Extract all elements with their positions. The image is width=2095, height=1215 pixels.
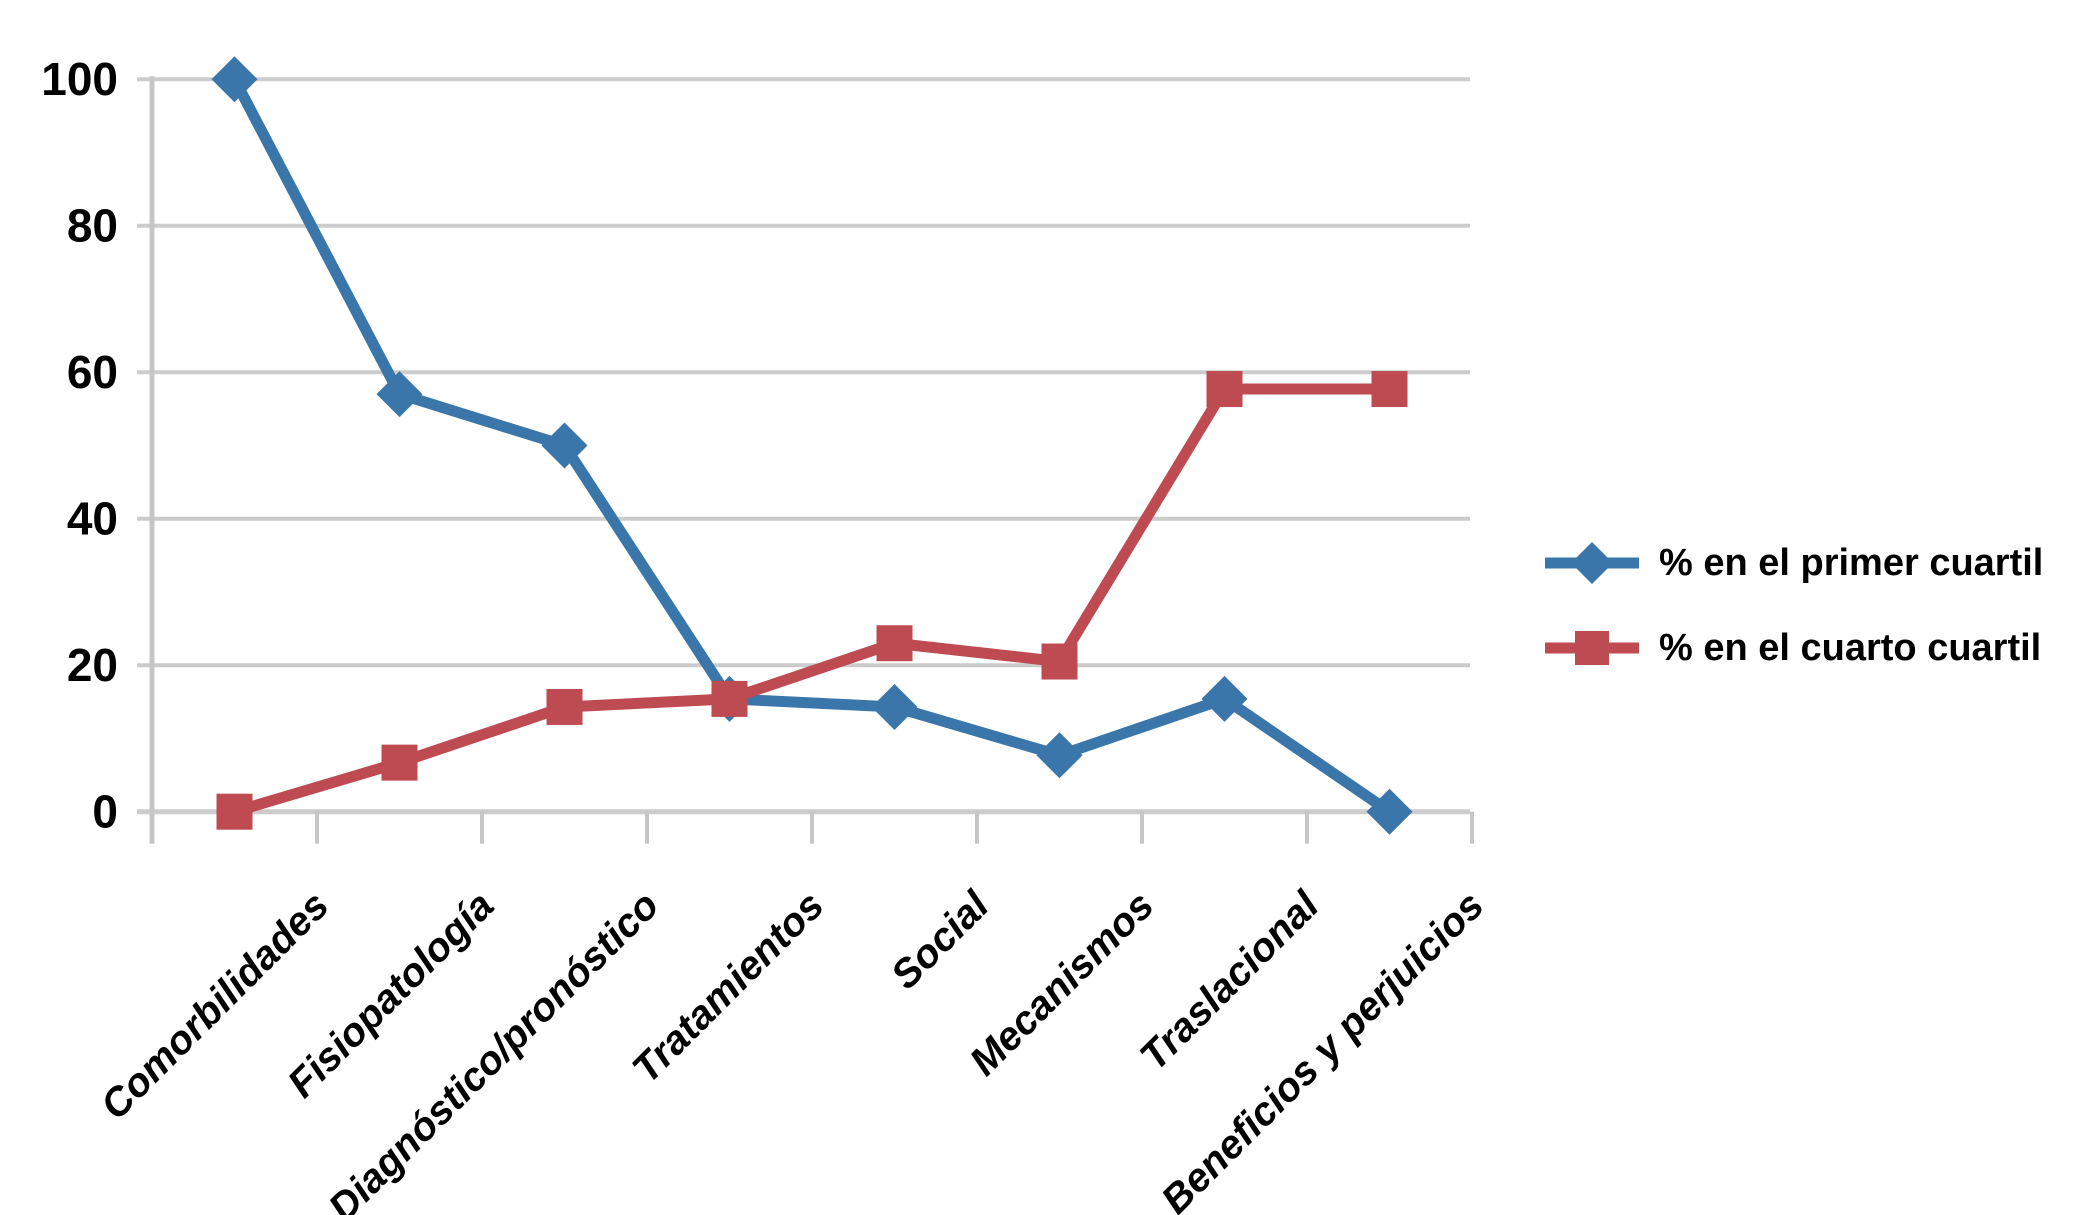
x-axis-category-label: Social (883, 883, 998, 998)
y-axis-tick-label: 20 (67, 639, 118, 691)
legend-item-primer-cuartil: % en el primer cuartil (1545, 542, 2043, 584)
y-axis-tick-label: 0 (92, 786, 118, 838)
series-cuarto-cuartil (216, 371, 1408, 830)
y-axis-tick-label: 40 (67, 493, 118, 545)
data-point-diamond (1366, 788, 1413, 835)
data-point-square (711, 680, 748, 717)
gridlines-group (137, 77, 1470, 815)
series-primer-cuartil (211, 56, 1413, 835)
axes-group (149, 76, 1474, 844)
legend: % en el primer cuartil % en el cuarto cua… (1545, 542, 2043, 669)
data-point-square (1206, 371, 1243, 408)
series-line (232, 383, 1390, 817)
data-point-square (1371, 371, 1408, 408)
legend-item-cuarto-cuartil: % en el cuarto cuartil (1545, 627, 2041, 669)
data-point-diamond (541, 422, 588, 469)
x-axis-labels-group: ComorbilidadesFisiopatologíaDiagnóstico/… (93, 883, 1493, 1215)
legend-marker-square-icon (1575, 631, 1609, 665)
y-axis-tick-label: 100 (41, 53, 118, 105)
legend-label: % en el primer cuartil (1659, 542, 2043, 584)
x-axis-category-label: Beneficios y perjuicios (1153, 883, 1492, 1215)
data-point-diamond (1201, 675, 1248, 722)
legend-marker-diamond-icon (1571, 542, 1613, 584)
series-line (229, 76, 1393, 817)
y-axis-labels-group: 0 20 40 60 80 100 (41, 53, 118, 838)
data-point-diamond (376, 371, 423, 418)
data-point-square (876, 625, 913, 662)
data-point-diamond (1036, 732, 1083, 779)
data-point-diamond (871, 683, 918, 730)
data-point-square (1041, 643, 1078, 680)
data-point-square (546, 688, 583, 725)
data-point-square (216, 793, 253, 830)
y-axis-tick-label: 60 (67, 346, 118, 398)
x-axis-category-label: Diagnóstico/pronóstico (320, 883, 667, 1215)
y-axis-tick-label: 80 (67, 200, 118, 252)
data-point-square (381, 744, 418, 781)
data-point-diamond (211, 56, 258, 103)
legend-label: % en el cuarto cuartil (1659, 627, 2041, 669)
